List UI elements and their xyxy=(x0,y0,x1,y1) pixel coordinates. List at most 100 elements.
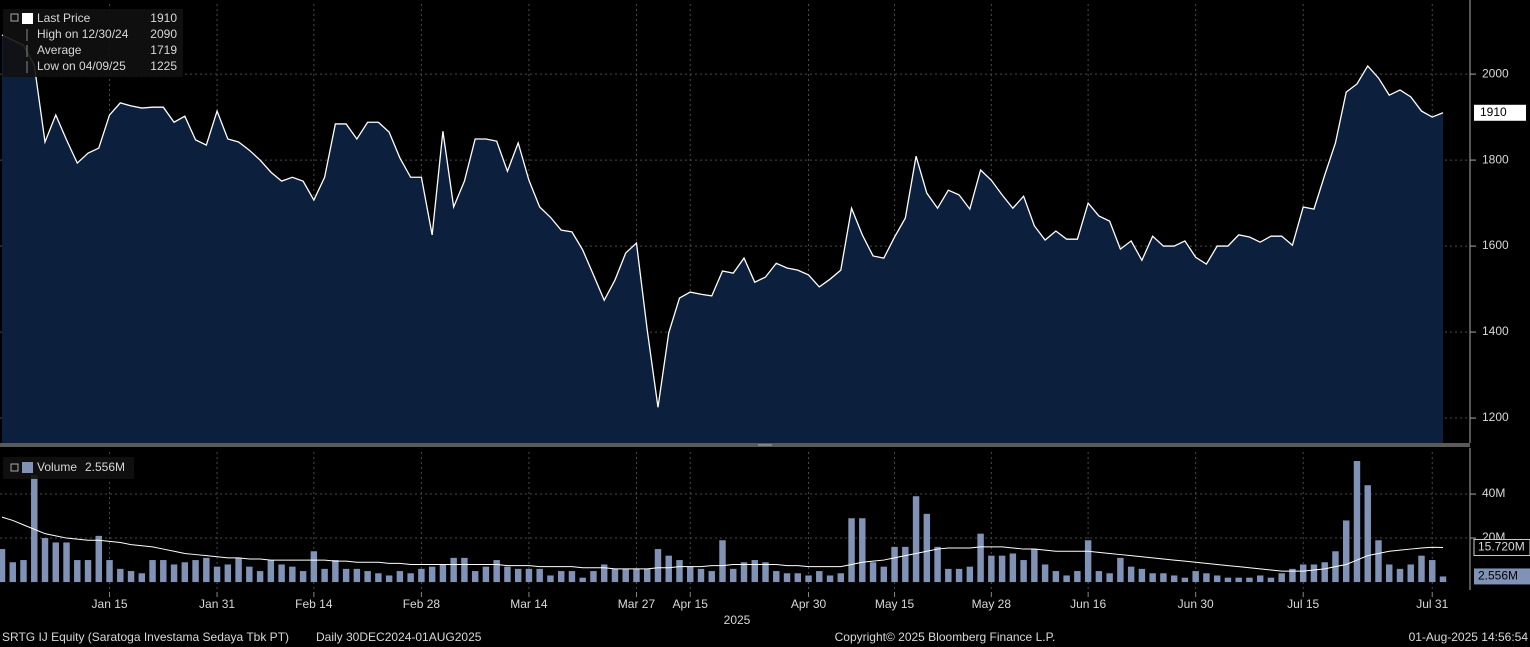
volume-bar xyxy=(1063,575,1070,583)
volume-bar xyxy=(514,568,522,583)
volume-bar xyxy=(708,571,715,583)
volume-bar xyxy=(396,571,404,583)
volume-legend-value: 2.556M xyxy=(85,460,125,474)
volume-bar xyxy=(1364,485,1371,583)
volume-legend-swatch xyxy=(22,462,33,473)
volume-bar xyxy=(536,568,543,583)
volume-bar xyxy=(138,573,146,583)
footer-left: SRTG IJ Equity (Saratoga Investama Seday… xyxy=(2,630,289,644)
legend-value: 2090 xyxy=(150,27,177,41)
footer-range: Daily 30DEC2024-01AUG2025 xyxy=(316,630,482,644)
volume-bar xyxy=(923,513,931,583)
volume-bar xyxy=(1375,540,1382,583)
volume-bar xyxy=(482,566,490,583)
volume-bar xyxy=(988,555,995,583)
x-tick-label: Jun 30 xyxy=(1178,597,1214,611)
volume-legend-toggle xyxy=(10,463,19,472)
volume-bar xyxy=(794,573,802,583)
volume-bar xyxy=(1299,564,1307,583)
volume-bar xyxy=(353,568,361,583)
volume-bar xyxy=(439,564,447,583)
volume-bar xyxy=(1095,571,1103,583)
volume-bar xyxy=(160,560,167,583)
volume-bar xyxy=(826,575,834,583)
volume-bar xyxy=(289,566,296,583)
volume-bar xyxy=(235,557,242,583)
volume-bar xyxy=(1149,573,1156,583)
volume-bar xyxy=(945,568,952,583)
y-tick-label: 1400 xyxy=(1482,324,1509,338)
volume-bar xyxy=(934,546,941,583)
volume-bar xyxy=(375,573,382,583)
volume-bar xyxy=(1246,577,1253,583)
volume-bar xyxy=(600,564,608,583)
volume-bar xyxy=(643,568,651,583)
volume-last-label: 2.556M xyxy=(1478,569,1518,583)
legend-label: Low on 04/09/25 xyxy=(37,59,126,73)
volume-bar xyxy=(246,566,253,583)
volume-bar xyxy=(170,564,178,583)
volume-bar xyxy=(74,560,81,583)
volume-bar xyxy=(1256,575,1264,583)
volume-bar xyxy=(1267,577,1275,583)
volume-bar xyxy=(525,568,533,583)
volume-bar xyxy=(1192,571,1199,583)
legend-swatch xyxy=(22,13,33,24)
volume-bar xyxy=(1342,520,1350,583)
volume-bar xyxy=(719,540,726,583)
volume-bar xyxy=(332,560,339,583)
x-tick-label: Apr 30 xyxy=(791,597,827,611)
x-tick-label: Jun 16 xyxy=(1070,597,1106,611)
volume-bar xyxy=(902,546,909,583)
volume-bar xyxy=(1407,564,1414,583)
y-tick-label: 40M xyxy=(1482,486,1505,500)
legend-value: 1719 xyxy=(150,43,177,57)
volume-box xyxy=(1474,568,1530,585)
ma-label: 15.720M xyxy=(1478,540,1525,554)
volume-bar xyxy=(998,555,1006,583)
volume-bar xyxy=(751,560,758,583)
x-tick-label: Jan 15 xyxy=(92,597,128,611)
last-price-label: 1910 xyxy=(1480,105,1507,119)
footer-right: 01-Aug-2025 14:56:54 xyxy=(1409,630,1529,644)
volume-bar xyxy=(1074,571,1081,583)
volume-bar xyxy=(321,568,328,583)
volume-bar xyxy=(117,568,124,583)
volume-bar xyxy=(106,560,113,583)
x-tick-label: Mar 14 xyxy=(510,597,548,611)
volume-bar xyxy=(1127,566,1135,583)
volume-bar xyxy=(568,571,576,583)
volume-bar xyxy=(654,549,662,583)
volume-bar xyxy=(84,560,92,583)
volume-bar xyxy=(450,557,457,583)
volume-legend-box xyxy=(3,457,134,479)
volume-bar xyxy=(224,564,232,583)
volume-bar xyxy=(471,571,479,583)
volume-bar xyxy=(1160,573,1167,583)
volume-bar xyxy=(1009,553,1017,583)
volume-bar xyxy=(418,568,425,583)
y-tick-label: 1600 xyxy=(1482,238,1509,252)
volume-bar xyxy=(1439,576,1447,583)
volume-bar xyxy=(9,562,16,583)
volume-bar xyxy=(278,564,285,583)
legend-value: 1225 xyxy=(150,59,177,73)
legend-label: Last Price xyxy=(37,11,91,25)
volume-bar xyxy=(149,560,156,583)
volume-bar xyxy=(192,560,199,583)
volume-bar xyxy=(912,496,920,583)
volume-bar xyxy=(1278,573,1285,583)
x-tick-label: Mar 27 xyxy=(618,597,656,611)
y-tick-label: 1200 xyxy=(1482,410,1509,424)
volume-bar xyxy=(1020,560,1027,583)
volume-bar xyxy=(52,542,59,583)
volume-bar xyxy=(1213,575,1221,583)
volume-bar xyxy=(891,546,898,583)
volume-bar xyxy=(955,568,963,583)
volume-bar xyxy=(364,571,371,583)
volume-bar xyxy=(95,535,103,583)
volume-bar xyxy=(504,566,511,583)
volume-bar xyxy=(1052,571,1060,583)
volume-bar xyxy=(63,542,70,583)
